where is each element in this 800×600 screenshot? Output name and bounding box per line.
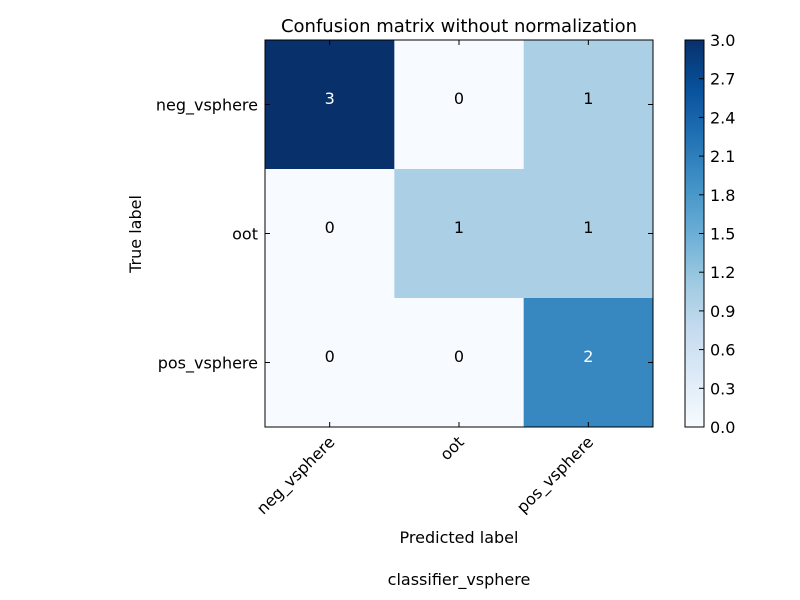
axis-ticks: [265, 40, 653, 427]
heatmap-cell: [265, 40, 395, 170]
cell-value-label: 0: [454, 89, 464, 108]
colorbar-tick-label: 0.0: [710, 418, 735, 437]
y-axis-label: True label: [126, 195, 145, 274]
colorbar-tick-label: 0.3: [710, 379, 735, 398]
heatmap-cell: [523, 40, 654, 170]
colorbar-tick-label: 0.9: [710, 302, 735, 321]
heatmap-cell: [523, 169, 654, 299]
chart-title: Confusion matrix without normalization: [281, 16, 637, 37]
heatmap-cell: [394, 169, 525, 299]
colorbar-tick-label: 1.5: [710, 225, 735, 244]
figure-caption: classifier_vsphere: [388, 570, 531, 590]
y-tick-label: oot: [232, 225, 258, 244]
colorbar-tick-label: 3.0: [710, 31, 735, 50]
colorbar-tick-label: 1.8: [710, 186, 735, 205]
cell-value-label: 0: [325, 347, 335, 366]
heatmap-cell: [394, 298, 525, 428]
cell-value-label: 1: [583, 218, 593, 237]
colorbar-ticks: 0.0 0.3 0.6 0.9 1.2 1.5 1.8 2.1 2.4 2.7 3.0: [699, 31, 735, 437]
colorbar-tick-label: 2.1: [710, 147, 735, 166]
x-tick-label: oot: [436, 432, 468, 464]
x-tick-label: pos_vsphere: [513, 432, 598, 517]
y-tick-label: neg_vsphere: [156, 96, 258, 116]
cell-value-label: 3: [325, 89, 335, 108]
heatmap-cells: [265, 40, 654, 428]
heatmap-cell: [523, 298, 654, 428]
colorbar-tick-label: 2.4: [710, 108, 735, 127]
heatmap-cell: [265, 169, 395, 299]
colorbar-tick-label: 0.6: [710, 341, 735, 360]
y-tick-label: pos_vsphere: [158, 354, 258, 374]
cell-value-label: 0: [454, 347, 464, 366]
heatmap-cell: [265, 298, 395, 428]
cell-value-label: 2: [583, 347, 593, 366]
heatmap-cell: [394, 40, 525, 170]
x-axis-label: Predicted label: [400, 528, 519, 547]
colorbar-tick-label: 2.7: [710, 70, 735, 89]
cell-value-label: 0: [325, 218, 335, 237]
x-tick-labels: neg_vsphere oot pos_vsphere: [253, 432, 598, 518]
colorbar-tick-label: 1.2: [710, 263, 735, 282]
cell-value-label: 1: [583, 89, 593, 108]
x-tick-label: neg_vsphere: [253, 432, 339, 518]
heatmap-cell-labels: 3 0 1 0 1 1 0 0 2: [325, 89, 594, 366]
cell-value-label: 1: [454, 218, 464, 237]
